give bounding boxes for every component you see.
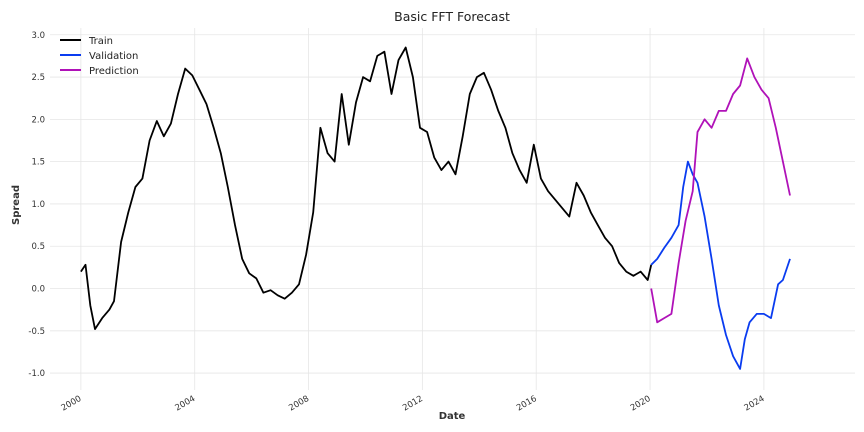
chart-title: Basic FFT Forecast (394, 9, 510, 24)
series-layer (80, 46, 791, 370)
x-tick-label: 2000 (60, 394, 84, 413)
y-tick-label: -0.5 (28, 327, 45, 337)
y-axis-label: Spread (11, 185, 22, 225)
x-tick-label: 2008 (287, 394, 311, 413)
y-tick-labels: -1.0 -0.5 0.0 0.5 1.0 1.5 2.0 2.5 3.0 (28, 31, 45, 379)
y-tick-label: 2.5 (31, 73, 45, 83)
x-tick-label: 2012 (401, 394, 425, 413)
y-tick-label: 2.0 (31, 115, 45, 125)
prediction-series-line (650, 57, 791, 324)
legend-label-validation: Validation (89, 51, 138, 62)
x-tick-label: 2004 (173, 394, 197, 413)
x-tick-label: 2024 (743, 394, 767, 413)
y-tick-label: 3.0 (31, 31, 45, 41)
y-tick-label: -1.0 (28, 369, 45, 379)
y-tick-label: 1.5 (31, 158, 45, 168)
x-tick-labels: 2000 2004 2008 2012 2016 2020 2024 (60, 394, 767, 413)
x-tick-label: 2016 (515, 394, 539, 413)
train-series-line (80, 46, 653, 331)
grid-lines (50, 28, 855, 390)
legend: Train Validation Prediction (60, 36, 139, 77)
y-tick-label: 1.0 (31, 200, 45, 210)
legend-label-prediction: Prediction (89, 66, 139, 77)
x-tick-label: 2020 (629, 394, 653, 413)
validation-series-line (650, 160, 791, 370)
legend-label-train: Train (88, 36, 113, 47)
y-tick-label: 0.0 (31, 285, 45, 295)
y-tick-label: 0.5 (31, 242, 45, 252)
x-axis-label: Date (439, 411, 466, 422)
